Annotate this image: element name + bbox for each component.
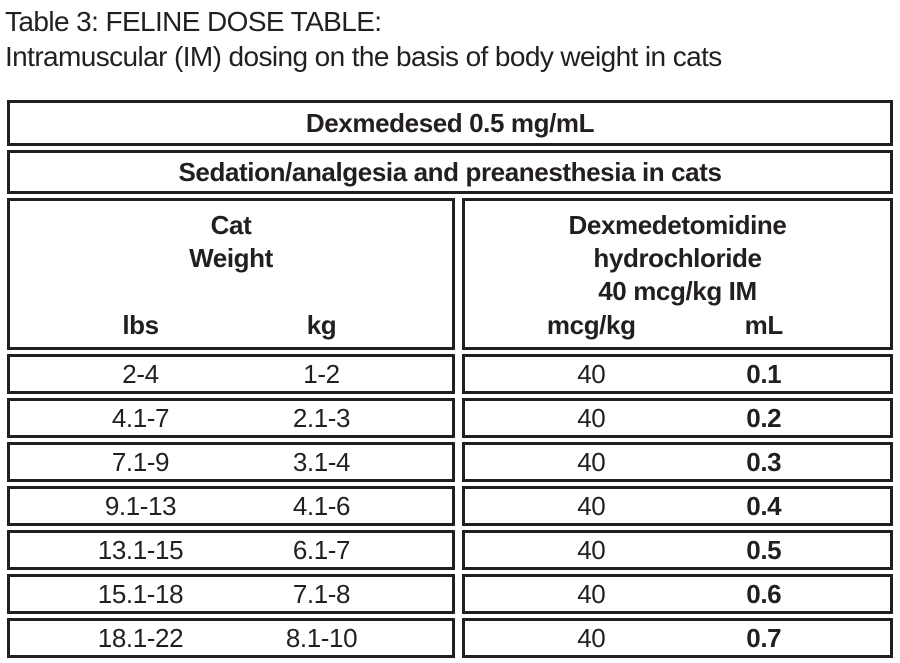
ml-value: 0.6 <box>746 578 782 609</box>
lbs-value: 7.1-9 <box>111 446 170 477</box>
kg-value: 1-2 <box>303 358 340 389</box>
kg-value: 7.1-8 <box>292 578 351 609</box>
spacer <box>50 275 412 310</box>
column-header-kg: kg <box>306 310 337 340</box>
ml-value: 0.1 <box>746 358 782 389</box>
lbs-value: 4.1-7 <box>111 402 170 433</box>
mcgkg-value: 40 <box>577 446 606 477</box>
kg-value: 4.1-6 <box>292 490 351 521</box>
lbs-value: 2-4 <box>122 358 159 389</box>
weight-cell: 9.1-13 4.1-6 <box>7 486 455 526</box>
group-label-line: hydrochloride <box>593 243 762 273</box>
table-row: 13.1-15 6.1-7 40 0.5 <box>7 530 893 570</box>
table-row: 2-4 1-2 40 0.1 <box>7 354 893 394</box>
kg-value: 2.1-3 <box>292 402 351 433</box>
kg-value: 8.1-10 <box>285 622 358 653</box>
mcgkg-value: 40 <box>577 534 606 565</box>
kg-value: 6.1-7 <box>292 534 351 565</box>
group-label-line: Dexmedetomidine <box>568 210 787 240</box>
ml-value: 0.5 <box>746 534 782 565</box>
banner-indication: Sedation/analgesia and preanesthesia in … <box>7 150 893 194</box>
weight-cell: 18.1-22 8.1-10 <box>7 618 455 658</box>
dose-cell: 40 0.4 <box>462 486 893 526</box>
dose-cell: 40 0.6 <box>462 574 893 614</box>
mcgkg-value: 40 <box>577 622 606 653</box>
dose-cell: 40 0.2 <box>462 398 893 438</box>
dose-cell: 40 0.3 <box>462 442 893 482</box>
table-row: 7.1-9 3.1-4 40 0.3 <box>7 442 893 482</box>
table-caption: Table 3: FELINE DOSE TABLE: Intramuscula… <box>5 4 722 74</box>
lbs-value: 18.1-22 <box>97 622 184 653</box>
mcgkg-value: 40 <box>577 358 606 389</box>
mcgkg-value: 40 <box>577 490 606 521</box>
mcgkg-value: 40 <box>577 578 606 609</box>
weight-cell: 13.1-15 6.1-7 <box>7 530 455 570</box>
dose-cell: 40 0.5 <box>462 530 893 570</box>
column-header-lbs: lbs <box>122 310 159 340</box>
column-header-mcgkg: mcg/kg <box>546 310 636 340</box>
mcgkg-value: 40 <box>577 402 606 433</box>
ml-value: 0.4 <box>746 490 782 521</box>
weight-unit-headers: lbs kg <box>50 310 412 341</box>
lbs-value: 15.1-18 <box>97 578 184 609</box>
table-row: 18.1-22 8.1-10 40 0.7 <box>7 618 893 658</box>
ml-value: 0.7 <box>746 622 782 653</box>
dose-unit-headers: mcg/kg mL <box>505 310 850 341</box>
dose-cell: 40 0.7 <box>462 618 893 658</box>
banner-drug-name: Dexmedesed 0.5 mg/mL <box>7 100 893 146</box>
weight-cell: 7.1-9 3.1-4 <box>7 442 455 482</box>
ml-value: 0.2 <box>746 402 782 433</box>
kg-value: 3.1-4 <box>292 446 351 477</box>
table-caption-line-1: Table 3: FELINE DOSE TABLE: <box>5 6 382 37</box>
table-row: 4.1-7 2.1-3 40 0.2 <box>7 398 893 438</box>
table-row: 9.1-13 4.1-6 40 0.4 <box>7 486 893 526</box>
table-caption-line-2: Intramuscular (IM) dosing on the basis o… <box>5 41 722 72</box>
drug-dose-group-label: Dexmedetomidine hydrochloride 40 mcg/kg … <box>505 209 850 308</box>
group-label-line: 40 mcg/kg IM <box>598 276 757 306</box>
weight-cell: 2-4 1-2 <box>7 354 455 394</box>
header-cell-drug-dose: Dexmedetomidine hydrochloride 40 mcg/kg … <box>462 198 893 350</box>
table-row: 15.1-18 7.1-8 40 0.6 <box>7 574 893 614</box>
ml-value: 0.3 <box>746 446 782 477</box>
lbs-value: 13.1-15 <box>97 534 184 565</box>
dose-cell: 40 0.1 <box>462 354 893 394</box>
group-label-line: Weight <box>189 243 273 273</box>
group-label-line: Cat <box>210 210 252 240</box>
cat-weight-group-label: Cat Weight <box>50 209 412 275</box>
weight-cell: 15.1-18 7.1-8 <box>7 574 455 614</box>
lbs-value: 9.1-13 <box>104 490 177 521</box>
header-cell-cat-weight: Cat Weight lbs kg <box>7 198 455 350</box>
column-header-ml: mL <box>744 310 784 340</box>
dose-table: Dexmedesed 0.5 mg/mL Sedation/analgesia … <box>7 100 893 658</box>
table-header-row: Cat Weight lbs kg Dexmedetomidine hydroc… <box>7 198 893 350</box>
weight-cell: 4.1-7 2.1-3 <box>7 398 455 438</box>
